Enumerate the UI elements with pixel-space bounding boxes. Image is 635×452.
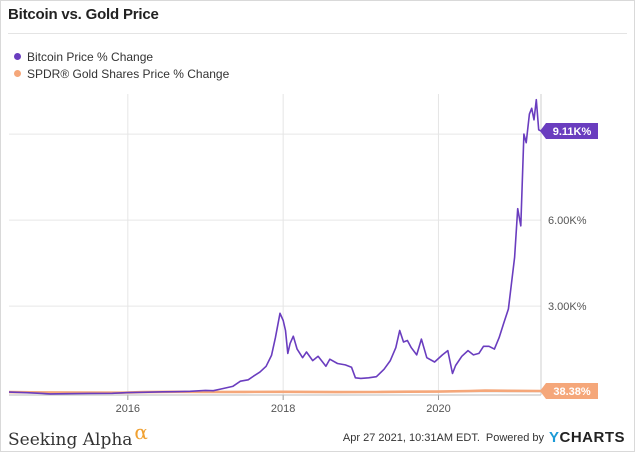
alpha-icon: α (134, 420, 148, 444)
x-tick-label: 2020 (426, 403, 450, 415)
legend-bitcoin-label: Bitcoin Price % Change (27, 49, 154, 64)
end-label-bitcoin-box (540, 122, 598, 139)
timestamp: Apr 27 2021, 10:31AM EDT. (342, 431, 480, 444)
series-line-bitcoin (8, 98, 542, 395)
ycharts-text: CHARTS (559, 429, 625, 446)
end-label-gold: 38.38% (553, 386, 591, 398)
seeking-alpha-logo[interactable]: Seeking Alpha α (8, 420, 148, 450)
end-label-bitcoin: 9.11K% (553, 126, 592, 138)
chart-title: Bitcoin vs. Gold Price (8, 6, 159, 23)
legend: Bitcoin Price % Change SPDR® Gold Shares… (14, 48, 229, 82)
footer-credits: Apr 27 2021, 10:31AM EDT. Powered by YCH… (343, 429, 625, 446)
powered-by-text: Powered by (485, 431, 544, 444)
legend-gold-label: SPDR® Gold Shares Price % Change (27, 66, 230, 81)
plot-area (9, 94, 541, 395)
seeking-alpha-text: Seeking Alpha (8, 430, 133, 450)
legend-item-bitcoin[interactable]: Bitcoin Price % Change (14, 48, 229, 65)
legend-gold-dot-icon (14, 70, 21, 77)
legend-item-gold[interactable]: SPDR® Gold Shares Price % Change (14, 65, 229, 82)
ycharts-logo[interactable]: YCHARTS (549, 429, 625, 446)
y-tick-label: 6.00K% (548, 215, 587, 227)
x-tick-label: 2016 (116, 403, 140, 415)
legend-bitcoin-dot-icon (14, 53, 21, 60)
y-tick-label: 3.00K% (548, 301, 587, 313)
ycharts-y-icon: Y (548, 429, 560, 446)
end-label-gold-box (540, 383, 598, 400)
title-divider (8, 33, 627, 34)
x-tick-label: 2018 (271, 403, 295, 415)
